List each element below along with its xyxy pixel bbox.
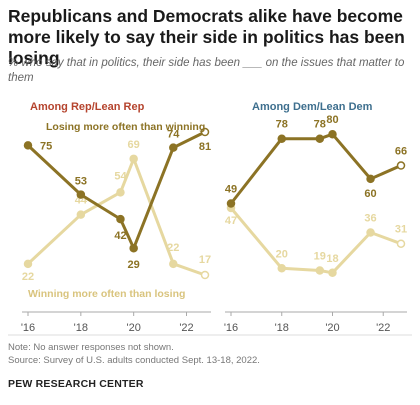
rep-point xyxy=(116,188,125,197)
rep-x-tick-label: '16 xyxy=(21,322,35,334)
rep-point xyxy=(129,154,138,164)
source-text: Source: Survey of U.S. adults conducted … xyxy=(8,355,260,366)
rep-point xyxy=(200,127,210,137)
dem-data-label: 60 xyxy=(364,188,376,200)
dem-data-label: 49 xyxy=(225,184,237,196)
dem-point xyxy=(366,228,375,237)
dem-point xyxy=(366,174,375,184)
rep-data-label: 29 xyxy=(128,259,140,271)
rep-data-label: 53 xyxy=(75,176,87,188)
dem-panel-title: Among Dem/Lean Dem xyxy=(252,101,373,113)
rep-data-label: 22 xyxy=(167,242,179,254)
dem-x-tick-label: '22 xyxy=(376,322,390,334)
rep-point xyxy=(169,143,178,152)
rep-point xyxy=(23,259,33,269)
rep-series-losing-line xyxy=(26,130,206,250)
rep-data-label: 42 xyxy=(114,230,126,242)
rep-point xyxy=(129,243,138,253)
rep-point xyxy=(116,214,125,224)
rep-point xyxy=(169,259,178,269)
rep-point xyxy=(76,210,86,219)
dem-series-winning-line xyxy=(229,207,402,275)
chart-title: Republicans and Democrats alike have bec… xyxy=(8,6,405,68)
rep-panel-title: Among Rep/Lean Rep xyxy=(30,101,145,113)
chart-subtitle: % who say that in politics, their side h… xyxy=(8,57,405,84)
dem-data-label: 80 xyxy=(326,114,338,126)
rep-point xyxy=(76,190,86,199)
dem-data-label: 19 xyxy=(314,251,326,263)
rep-x-tick-label: '22 xyxy=(179,322,193,334)
brand-logo-text: PEW RESEARCH CENTER xyxy=(8,378,144,390)
rep-data-label: 81 xyxy=(199,141,211,153)
rep-series-winning-line xyxy=(26,157,206,277)
dem-data-label: 78 xyxy=(276,119,288,131)
dem-point xyxy=(328,268,337,278)
dem-point xyxy=(315,266,325,275)
dem-point xyxy=(277,134,286,143)
rep-point xyxy=(23,141,33,150)
rep-data-label: 17 xyxy=(199,254,211,266)
dem-x-tick-label: '16 xyxy=(224,322,238,334)
dem-data-label: 47 xyxy=(225,215,237,227)
note-text: Note: No answer responses not shown. xyxy=(8,342,174,353)
rep-x-tick-label: '18 xyxy=(74,322,88,334)
dem-data-label: 66 xyxy=(395,146,407,158)
dem-data-label: 78 xyxy=(314,119,326,131)
rep-data-label: 22 xyxy=(22,271,34,283)
rep-data-label: 75 xyxy=(40,140,52,152)
dem-point xyxy=(226,199,236,208)
dem-series-losing-line xyxy=(229,132,402,205)
dem-point xyxy=(396,161,406,170)
rep-data-label: 54 xyxy=(114,170,127,182)
dem-x-tick-label: '18 xyxy=(275,322,289,334)
rep-data-label: 74 xyxy=(167,129,180,141)
dem-x-tick-label: '20 xyxy=(325,322,339,334)
dem-point xyxy=(396,239,406,248)
rep-point xyxy=(200,270,210,280)
legend-losing-label: Losing more often than winning xyxy=(46,121,205,133)
dem-point xyxy=(277,264,286,273)
rep-data-label: 69 xyxy=(128,139,140,151)
dem-data-label: 36 xyxy=(364,213,376,225)
rep-x-tick-label: '20 xyxy=(126,322,140,334)
dem-point xyxy=(328,129,337,139)
dem-data-label: 20 xyxy=(276,248,288,260)
legend-winning-label: Winning more often than losing xyxy=(28,288,185,300)
dem-data-label: 18 xyxy=(326,253,338,265)
dem-data-label: 31 xyxy=(395,224,407,236)
dem-point xyxy=(315,134,325,143)
